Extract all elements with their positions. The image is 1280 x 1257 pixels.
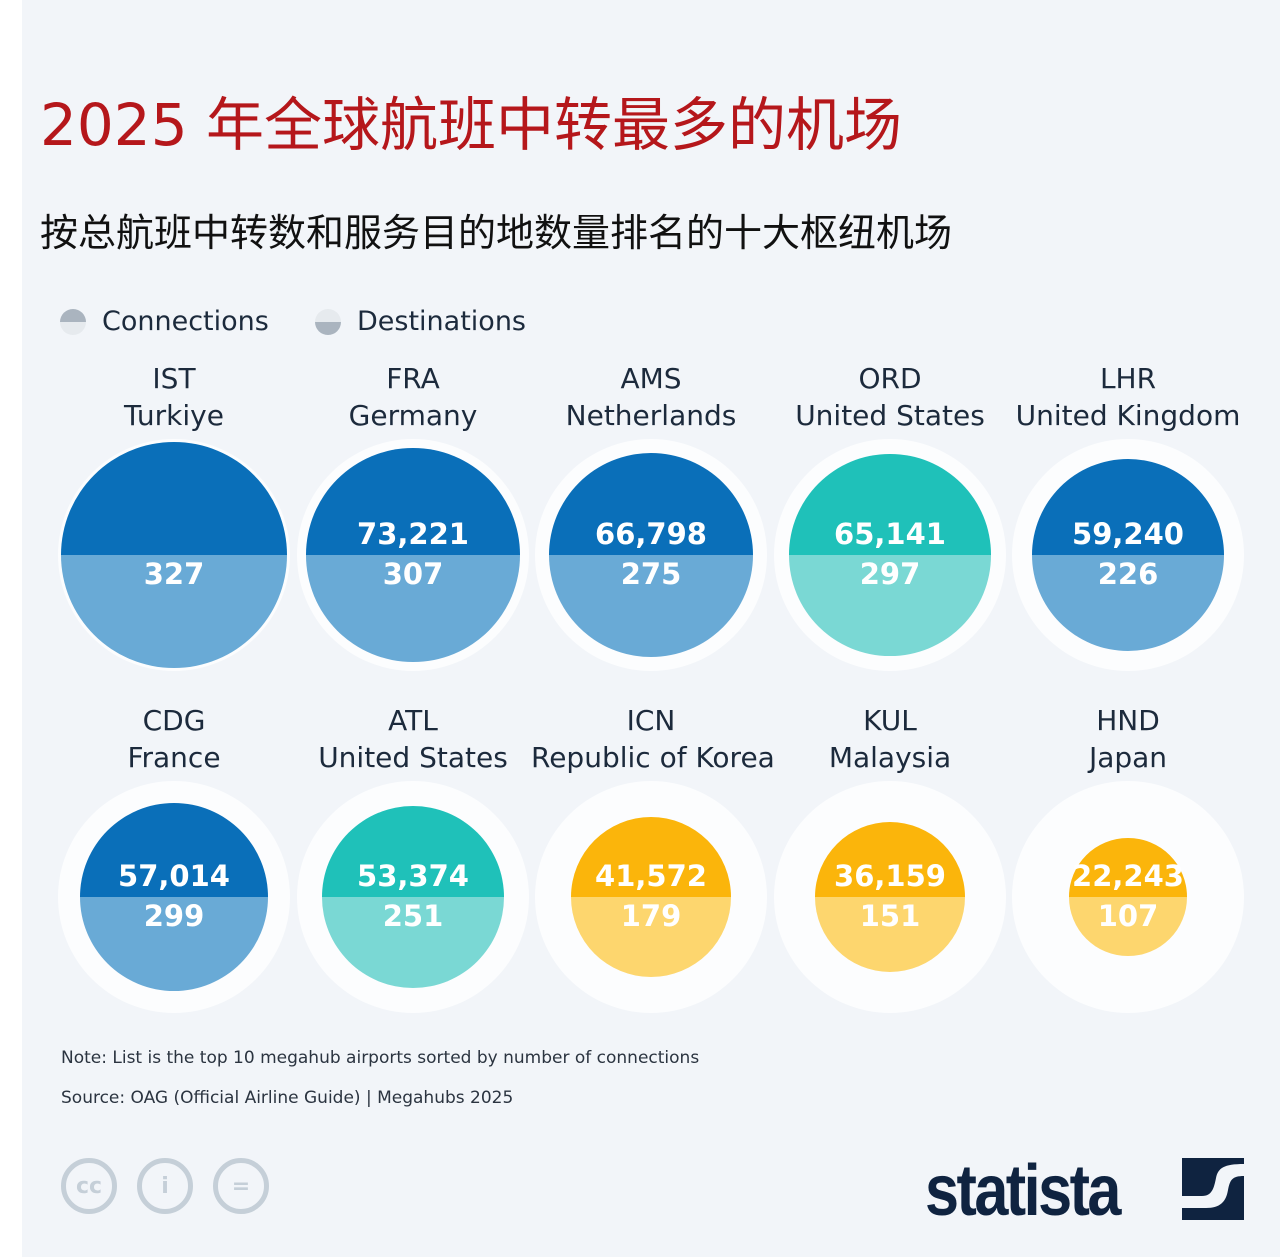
connections-half xyxy=(570,816,732,897)
airport-country: Germany xyxy=(348,399,478,432)
airport-country: Netherlands xyxy=(565,399,737,432)
airport-code: LHR xyxy=(1099,362,1157,395)
connections-value: 22,243 xyxy=(1072,859,1184,893)
legend-label: Destinations xyxy=(357,306,527,337)
airport-country: Republic of Korea xyxy=(531,741,775,774)
airport-code: ORD xyxy=(858,362,922,395)
legend-destinations: Destinations xyxy=(315,306,526,337)
airport-bubble xyxy=(814,821,966,973)
destinations-value: 275 xyxy=(620,557,682,591)
airport-code: ATL xyxy=(388,704,438,737)
airport-country: France xyxy=(127,741,221,774)
destinations-half xyxy=(79,896,269,992)
airport-bubble xyxy=(306,448,520,662)
destinations-half xyxy=(814,896,966,973)
airport-country: Japan xyxy=(1088,741,1168,774)
connections-value: 57,014 xyxy=(118,859,230,893)
airport-code: ICN xyxy=(626,704,676,737)
connections-half xyxy=(321,805,505,897)
destinations-value: 327 xyxy=(143,557,205,591)
airport-bubble xyxy=(570,816,732,978)
airport-label: IST Turkiye xyxy=(54,360,294,434)
destinations-half xyxy=(321,896,505,989)
connections-value: 53,374 xyxy=(357,859,469,893)
connections-half xyxy=(79,802,269,897)
connections-value: 41,572 xyxy=(595,859,707,893)
destinations-half xyxy=(306,554,520,662)
chart-title: 2025 年全球航班中转最多的机场 xyxy=(40,91,903,159)
legend-connections: Connections xyxy=(60,306,269,337)
destinations-value: 151 xyxy=(859,899,921,933)
airport-code: AMS xyxy=(620,362,682,395)
airport-code: CDG xyxy=(142,704,206,737)
destinations-value: 299 xyxy=(143,899,205,933)
connections-half xyxy=(1031,458,1225,555)
destinations-half xyxy=(1031,554,1225,652)
connections-value: 65,141 xyxy=(834,517,946,551)
chart-subtitle: 按总航班中转数和服务目的地数量排名的十大枢纽机场 xyxy=(40,211,953,255)
statista-logo-mark-icon xyxy=(1182,1158,1244,1220)
airport-label: HND Japan xyxy=(1008,702,1248,776)
half-circle-bottom-icon xyxy=(315,308,341,335)
airport-bubble xyxy=(1031,458,1225,652)
destinations-half xyxy=(570,896,732,978)
destinations-value: 251 xyxy=(382,899,444,933)
airport-label: AMS Netherlands xyxy=(531,360,771,434)
connections-value: 36,159 xyxy=(834,859,946,893)
airport-label: ICN Republic of Korea xyxy=(531,702,775,776)
airport-country: United Kingdom xyxy=(1015,399,1241,432)
statista-logo: statista xyxy=(925,1151,1121,1231)
airport-country: Malaysia xyxy=(828,741,952,774)
connections-half xyxy=(306,448,520,555)
airport-bubble xyxy=(1069,838,1187,956)
half-circle-top-icon xyxy=(60,308,86,335)
airport-code: HND xyxy=(1096,704,1160,737)
connections-value: 73,221 xyxy=(357,517,469,551)
destinations-value: 307 xyxy=(382,557,444,591)
airport-code: FRA xyxy=(386,362,440,395)
airport-bubble xyxy=(79,802,269,992)
connections-half xyxy=(549,453,753,555)
airport-label: FRA Germany xyxy=(293,360,533,434)
no-derivatives-icon: = xyxy=(213,1158,269,1214)
airport-label: KUL Malaysia xyxy=(770,702,1010,776)
connections-half xyxy=(814,821,966,897)
airport-label: ORD United States xyxy=(770,360,1010,434)
destinations-half xyxy=(61,555,287,668)
cc-icon: cc xyxy=(61,1158,117,1214)
chart-source: Source: OAG (Official Airline Guide) | M… xyxy=(61,1088,514,1108)
airport-country: Turkiye xyxy=(124,399,224,432)
destinations-half xyxy=(549,554,753,657)
airport-bubble xyxy=(321,805,505,989)
destinations-value: 179 xyxy=(620,899,682,933)
legend-label: Connections xyxy=(102,306,269,337)
connections-half xyxy=(61,442,287,555)
connections-half xyxy=(1069,838,1187,897)
destinations-half xyxy=(789,554,991,656)
airport-country: United States xyxy=(318,741,508,774)
connections-half xyxy=(789,454,991,555)
chart-note: Note: List is the top 10 megahub airport… xyxy=(61,1048,700,1068)
airport-code: KUL xyxy=(863,704,917,737)
airport-country: United States xyxy=(795,399,985,432)
airport-label: ATL United States xyxy=(293,702,533,776)
connections-value: 59,240 xyxy=(1072,517,1184,551)
airport-label: LHR United Kingdom xyxy=(1008,360,1248,434)
airport-code: IST xyxy=(152,362,196,395)
airport-bubble xyxy=(789,454,991,656)
airport-bubble xyxy=(549,453,753,657)
connections-value: 66,798 xyxy=(595,517,707,551)
destinations-value: 226 xyxy=(1097,557,1159,591)
attribution-icon: i xyxy=(137,1158,193,1214)
destinations-value: 107 xyxy=(1097,899,1159,933)
airport-bubble xyxy=(61,442,287,668)
destinations-value: 297 xyxy=(859,557,921,591)
airport-label: CDG France xyxy=(54,702,294,776)
destinations-half xyxy=(1069,896,1187,956)
